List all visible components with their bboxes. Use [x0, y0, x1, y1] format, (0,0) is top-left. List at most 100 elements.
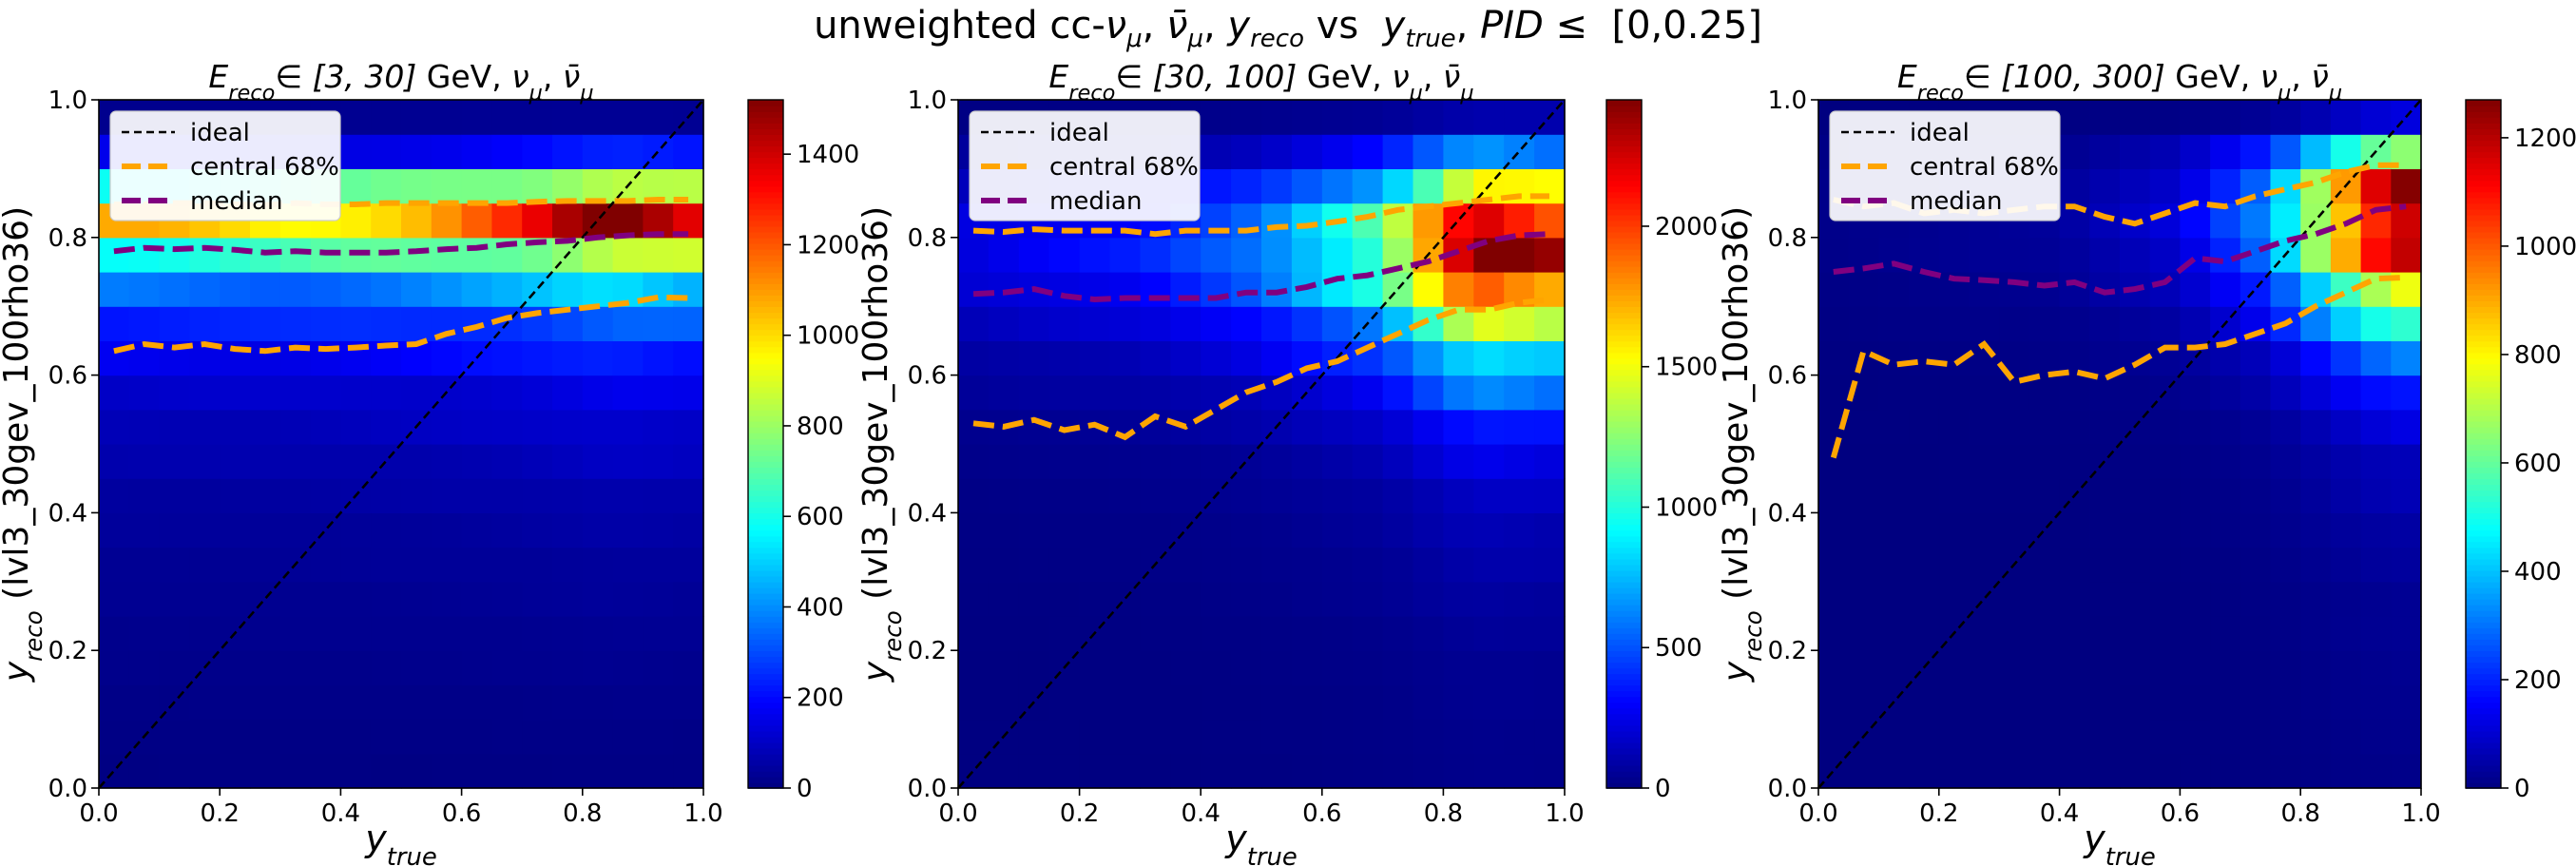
heatmap-cell — [2210, 719, 2241, 755]
heatmap-cell — [1352, 684, 1384, 721]
heatmap-cell — [988, 375, 1020, 411]
heatmap-cell — [1938, 306, 1970, 341]
heatmap-cell — [2180, 616, 2211, 651]
heatmap-cell — [2028, 306, 2061, 341]
heatmap-cell — [1170, 684, 1201, 721]
heatmap-cell — [401, 168, 433, 204]
heatmap-cell — [2059, 581, 2090, 617]
heatmap-cell — [250, 375, 281, 411]
x-tick-label: 0.6 — [1302, 799, 1341, 828]
heatmap-cell — [522, 512, 553, 548]
heatmap-cell — [1443, 409, 1474, 445]
heatmap-cell — [461, 306, 492, 341]
heatmap-cell — [2270, 100, 2301, 135]
heatmap-cell — [1170, 444, 1201, 479]
heatmap-cell — [1534, 581, 1566, 617]
heatmap-cell — [582, 512, 614, 548]
heatmap-cell — [1201, 444, 1232, 479]
heatmap-cell — [310, 650, 341, 685]
x-axis-label: ytrue — [2083, 818, 2156, 866]
heatmap-cell — [461, 375, 492, 411]
heatmap-cell — [1201, 616, 1232, 651]
heatmap-cell — [643, 306, 674, 341]
heatmap-cell — [2059, 650, 2090, 685]
heatmap-cell — [220, 409, 251, 445]
heatmap-cell — [2391, 684, 2422, 721]
heatmap-cell — [1291, 512, 1323, 548]
heatmap-cell — [1969, 616, 2000, 651]
heatmap-cell — [2300, 512, 2332, 548]
heatmap-cell — [1321, 581, 1354, 617]
heatmap-cell — [2149, 684, 2181, 721]
heatmap-cell — [2330, 134, 2362, 169]
heatmap-cell — [1382, 581, 1414, 617]
heatmap-cell — [279, 719, 312, 755]
heatmap-cell — [1079, 650, 1111, 685]
heatmap-cell — [1473, 719, 1505, 755]
heatmap-cell — [2149, 444, 2181, 479]
heatmap-cell — [612, 306, 644, 341]
heatmap-cell — [1140, 237, 1171, 273]
heatmap-cell — [2089, 547, 2121, 583]
y-tick-label: 0.4 — [48, 499, 87, 528]
heatmap-cell — [401, 306, 433, 341]
heatmap-cell — [491, 444, 523, 479]
heatmap-cell — [2120, 100, 2151, 135]
heatmap-cell — [1909, 684, 1940, 721]
heatmap-cell — [1443, 134, 1474, 169]
heatmap-cell — [1109, 237, 1141, 273]
heatmap-cell — [2391, 202, 2422, 239]
heatmap-cell — [1079, 753, 1111, 789]
heatmap-cell — [128, 272, 161, 307]
heatmap-cell — [1818, 375, 1850, 411]
heatmap-cell — [1878, 581, 1910, 617]
heatmap-cell — [220, 340, 251, 376]
heatmap-cell — [2149, 134, 2181, 169]
heatmap-cell — [491, 512, 523, 548]
heatmap-cell — [2240, 650, 2272, 685]
colorbar-tick-label: 1000 — [1655, 493, 1718, 522]
heatmap-cell — [1261, 134, 1293, 169]
heatmap-cell — [2330, 581, 2362, 617]
heatmap-cell — [461, 444, 492, 479]
heatmap-cell — [2028, 650, 2061, 685]
heatmap-cell — [1969, 684, 2000, 721]
heatmap-cell — [2059, 719, 2090, 755]
heatmap-cell — [159, 547, 190, 583]
heatmap-cell — [2300, 444, 2332, 479]
heatmap-cell — [1382, 375, 1414, 411]
heatmap-cell — [582, 134, 614, 169]
heatmap-cell — [250, 512, 281, 548]
heatmap-cell — [643, 547, 674, 583]
heatmap-cell — [2210, 409, 2241, 445]
heatmap-cell — [250, 409, 281, 445]
heatmap-cell — [1352, 616, 1384, 651]
heatmap-cell — [2360, 237, 2392, 273]
heatmap-cell — [1352, 547, 1384, 583]
heatmap-cell — [491, 100, 523, 135]
heatmap-cell — [1321, 547, 1354, 583]
x-tick-label: 0.0 — [79, 799, 118, 828]
heatmap-cell — [2149, 547, 2181, 583]
heatmap-cell — [522, 409, 553, 445]
heatmap-cell — [2330, 478, 2362, 513]
heatmap-cell — [128, 237, 161, 273]
heatmap-cell — [2180, 581, 2211, 617]
heatmap-cell — [612, 134, 644, 169]
heatmap-cell — [1443, 650, 1474, 685]
heatmap-cell — [2360, 547, 2392, 583]
heatmap-cell — [1201, 237, 1232, 273]
heatmap-cell — [1382, 409, 1414, 445]
heatmap-cell — [1534, 753, 1566, 789]
heatmap-cell — [461, 547, 492, 583]
heatmap-cell — [1938, 478, 1970, 513]
heatmap-cell — [2059, 100, 2090, 135]
heatmap-cell — [189, 444, 221, 479]
heatmap-cell — [1938, 444, 1970, 479]
heatmap-cell — [340, 547, 372, 583]
heatmap-cell — [189, 581, 221, 617]
heatmap-cell — [340, 616, 372, 651]
heatmap-cell — [612, 375, 644, 411]
heatmap-cell — [1261, 753, 1293, 789]
